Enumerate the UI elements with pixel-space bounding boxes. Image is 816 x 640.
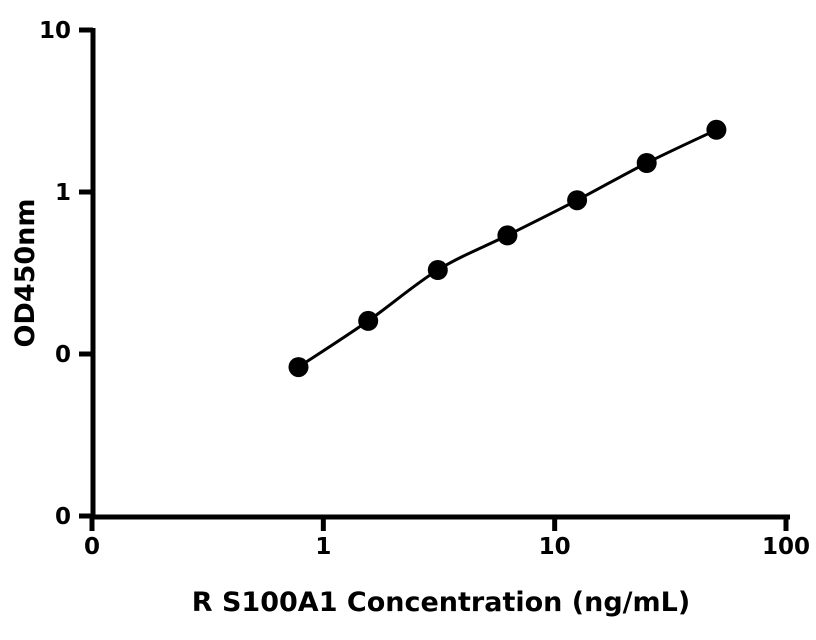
x-tick-label: 1 <box>315 534 331 560</box>
y-tick-label: 1 <box>55 180 71 206</box>
data-point <box>427 260 448 280</box>
data-point <box>288 357 309 378</box>
data-point <box>636 153 657 173</box>
y-tick-label: 10 <box>39 18 71 44</box>
x-axis-title: R S100A1 Concentration (ng/mL) <box>192 587 690 618</box>
data-point <box>706 119 727 140</box>
axes <box>90 28 790 520</box>
y-tick-label: 0 <box>55 504 71 530</box>
data-point <box>497 225 518 246</box>
data-point <box>358 310 379 331</box>
axis-ticks <box>79 27 789 531</box>
x-tick-label: 10 <box>539 534 571 560</box>
x-tick-label: 100 <box>762 534 810 560</box>
data-point <box>567 190 588 211</box>
y-axis-title: OD450nm <box>10 198 41 347</box>
series-layer <box>288 119 727 378</box>
x-tick-label: 0 <box>84 534 100 560</box>
y-tick-label: 0 <box>55 342 71 368</box>
